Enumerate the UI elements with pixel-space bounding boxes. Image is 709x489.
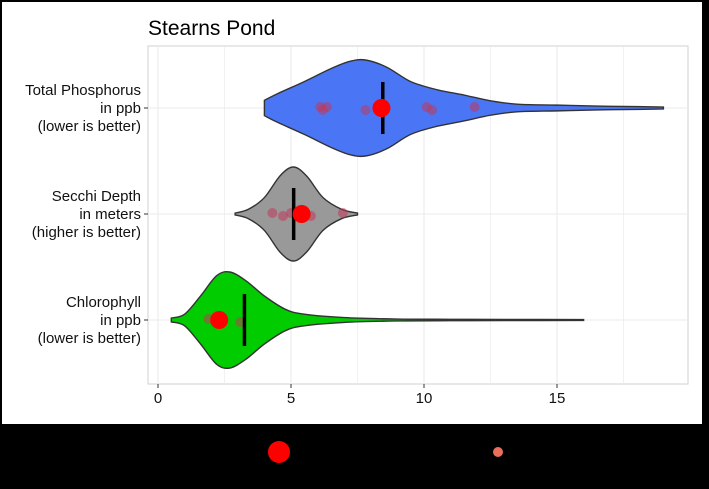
x-tick-label: 15	[549, 390, 566, 407]
median-dot	[210, 311, 229, 329]
observation-dot	[278, 211, 289, 221]
violin-shape	[170, 271, 585, 369]
x-tick-label: 5	[287, 390, 295, 407]
median-dot	[372, 99, 391, 117]
legend-observation-marker	[493, 447, 503, 457]
y-axis-label: Secchi Depth in meters (higher is better)	[32, 188, 141, 241]
observation-dot	[426, 105, 437, 115]
x-tick-label: 0	[154, 390, 162, 407]
legend-median-marker	[268, 441, 290, 463]
observation-dot	[360, 105, 371, 115]
plot-panel: 0 5 10 15 Total Phosphorus in ppb (lower is be…	[25, 45, 689, 407]
observation-dot	[267, 208, 278, 218]
chart-title: Stearns Pond	[148, 17, 275, 40]
y-axis-label: Chlorophyll in ppb (lower is better)	[38, 294, 141, 347]
legend	[0, 424, 709, 484]
observation-dot	[337, 208, 348, 218]
violin-chart: Stearns Pond 0 5 10 15 Total Phosphorus in pp…	[25, 17, 689, 407]
observation-dot	[321, 102, 332, 112]
chart-frame: Stearns Pond 0 5 10 15 Total Phosphorus in pp…	[2, 2, 702, 424]
x-tick-label: 10	[416, 390, 433, 407]
observation-dot	[469, 102, 480, 112]
violin-shape	[263, 58, 665, 158]
median-dot	[292, 205, 311, 223]
y-axis-label: Total Phosphorus in ppb (lower is better)	[25, 82, 141, 135]
